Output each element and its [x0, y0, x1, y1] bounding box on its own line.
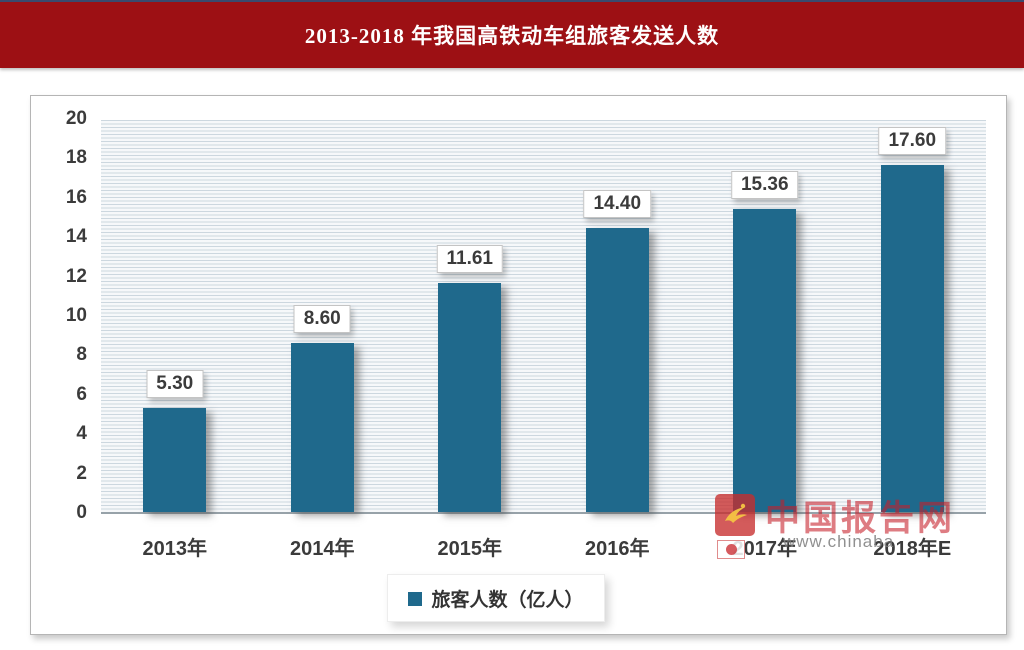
legend-swatch-icon	[408, 592, 423, 606]
y-tick-label: 14	[65, 226, 87, 248]
x-tick-label: 2017年	[732, 538, 798, 560]
y-tick-label: 2	[76, 462, 87, 484]
bar-2018年E	[880, 165, 944, 512]
bar-value-label: 8.60	[293, 304, 351, 333]
plot-area: 5.30 8.60 11.61 14.40 15.36 17.60	[101, 120, 986, 514]
bar-value-label: 11.61	[436, 245, 503, 274]
bar-2017年	[733, 209, 797, 512]
title-banner: 2013-2018 年我国高铁动车组旅客发送人数	[0, 0, 1024, 68]
bar-value-label: 15.36	[730, 171, 799, 200]
y-tick-label: 12	[65, 265, 87, 287]
y-tick-label: 16	[65, 186, 87, 208]
chart-card: 0 2 4 6 8 10 12 14 16 18 20 5.30 8.60 11.61 14.40 15.3…	[30, 95, 1007, 635]
x-tick-label: 2014年	[290, 538, 355, 560]
bar-value-label: 14.40	[583, 190, 652, 219]
x-tick-label: 2013年	[142, 538, 208, 560]
y-tick-label: 10	[65, 305, 87, 326]
bar-2016年	[585, 228, 649, 512]
legend: 旅客人数（亿人）	[387, 574, 605, 622]
y-tick-label: 4	[76, 423, 87, 445]
y-tick-label: 6	[76, 383, 87, 405]
bar-2015年	[438, 283, 502, 512]
x-tick-label: 2016年	[585, 538, 650, 560]
x-tick-label: 2018年E	[873, 538, 952, 560]
bar-2013年	[143, 407, 207, 512]
bar-2014年	[290, 342, 354, 512]
y-tick-label: 8	[76, 344, 87, 366]
page-title: 2013-2018 年我国高铁动车组旅客发送人数	[304, 24, 720, 48]
y-tick-label: 18	[65, 147, 87, 169]
bar-value-label: 17.60	[878, 127, 947, 156]
bar-value-label: 5.30	[146, 369, 204, 398]
legend-label: 旅客人数（亿人）	[431, 589, 584, 611]
y-tick-label: 20	[65, 108, 87, 129]
y-tick-label: 0	[76, 502, 87, 523]
x-tick-label: 2015年	[437, 538, 503, 560]
